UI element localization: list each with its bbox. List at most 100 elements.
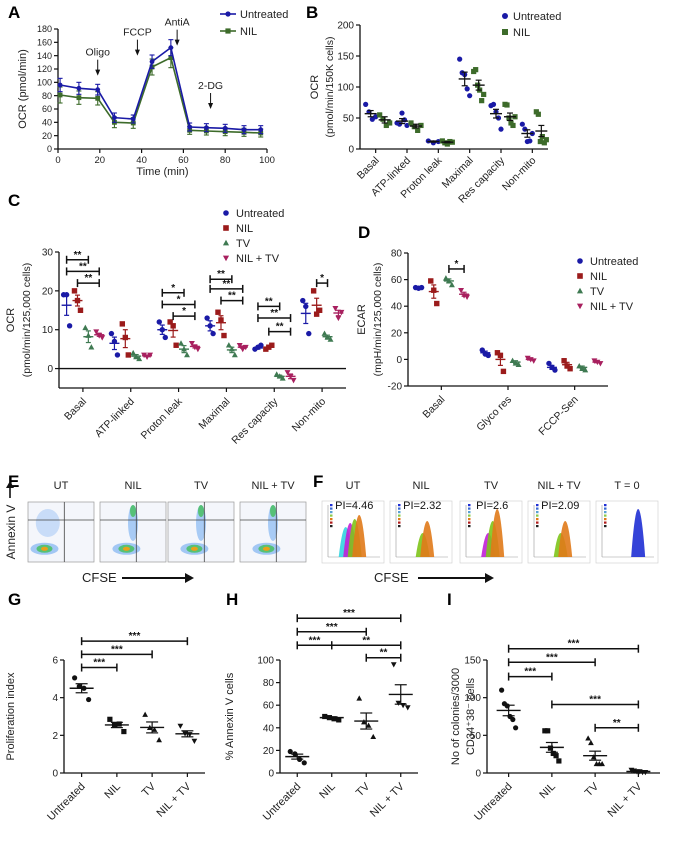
panel-b-legend-label: Untreated bbox=[513, 11, 561, 23]
histogram-legend-swatch bbox=[468, 518, 471, 521]
panel-b-data-point bbox=[510, 122, 516, 129]
panel-a-data-point bbox=[57, 82, 63, 88]
histogram-legend-swatch bbox=[604, 504, 607, 507]
panel-c-data-point bbox=[263, 346, 269, 352]
panel-letter-i: I bbox=[447, 590, 452, 609]
panel-e-plot-title: NIL bbox=[124, 480, 141, 492]
panel-i-data-point bbox=[542, 728, 548, 734]
panel-d-data-point bbox=[458, 287, 465, 294]
panel-e-x-label: CFSE bbox=[82, 570, 117, 585]
panel-c-significance-label: ** bbox=[74, 250, 82, 261]
panel-a-legend-label: NIL bbox=[240, 26, 257, 38]
panel-d-legend-label: Untreated bbox=[590, 256, 638, 268]
panel-b: B 0 50 100 150 200 OCR (pmol/min/150K cells) Bas… bbox=[306, 3, 561, 206]
panel-e-plot-title: TV bbox=[194, 480, 209, 492]
panel-d-y-tick-label: 80 bbox=[391, 249, 403, 260]
panel-c-data-point bbox=[236, 342, 243, 349]
panel-a-y-tick-label: 60 bbox=[42, 104, 52, 114]
histogram-legend-swatch bbox=[330, 504, 333, 507]
panel-a-series-line-nil bbox=[59, 56, 261, 134]
panel-letter-h: H bbox=[226, 590, 238, 609]
panel-a-y-tick-label: 120 bbox=[37, 64, 52, 74]
histogram-peak bbox=[631, 509, 646, 557]
histogram-legend-swatch bbox=[604, 525, 607, 528]
histogram-legend-swatch bbox=[468, 511, 471, 514]
panel-a-data-point bbox=[95, 95, 101, 101]
panel-d-y-label-units: (mpH/min/125,000 cells) bbox=[372, 263, 384, 377]
panel-g-category-label: NIL + TV bbox=[155, 780, 194, 819]
panel-a-annotation: AntiA bbox=[165, 17, 190, 29]
panel-c-data-point bbox=[119, 321, 126, 327]
panel-c-category-label: Maximal bbox=[196, 396, 232, 432]
histogram-legend-swatch bbox=[604, 518, 607, 521]
panel-h-y-tick-label: 0 bbox=[268, 769, 274, 780]
panel-c-data-point bbox=[125, 352, 132, 358]
histogram-legend-swatch bbox=[604, 521, 607, 524]
panel-h: H 0 20 40 60 80 100 % Annexin V cells Untreated N… bbox=[224, 590, 418, 823]
panel-i-data-point bbox=[513, 725, 519, 731]
panel-c-legend-label: NIL bbox=[236, 223, 253, 235]
panel-h-category-label: NIL + TV bbox=[368, 780, 407, 819]
panel-c-significance-label: * bbox=[182, 306, 186, 317]
panel-d-data-point bbox=[561, 358, 567, 364]
panel-a-data-point bbox=[149, 59, 155, 65]
panel-c-legend-label: NIL + TV bbox=[236, 253, 280, 265]
histogram-frame bbox=[595, 500, 659, 564]
panel-a-data-point bbox=[76, 85, 82, 91]
panel-i-significance-label: ** bbox=[613, 718, 621, 729]
panel-c-data-point bbox=[162, 334, 168, 341]
panel-b-data-point bbox=[399, 110, 405, 116]
panel-letter-e: E bbox=[8, 472, 19, 491]
panel-b-data-point bbox=[377, 112, 383, 118]
panel-c-y-label: OCR bbox=[5, 308, 17, 333]
panel-g-significance-label: *** bbox=[93, 658, 105, 669]
panel-g: G 0 2 4 6 Proliferation index Untreated NIL TVNI… bbox=[5, 590, 205, 823]
panel-a-x-tick-label: 60 bbox=[178, 155, 189, 166]
panel-h-y-tick-label: 40 bbox=[263, 723, 275, 734]
histogram-legend-swatch bbox=[468, 504, 471, 507]
panel-g-data-point bbox=[177, 723, 184, 729]
panel-g-data-point bbox=[121, 728, 127, 735]
panel-c-data-point bbox=[332, 306, 339, 312]
panel-d-data-point bbox=[515, 361, 522, 368]
panel-c-data-point bbox=[306, 330, 312, 337]
panel-d-legend-marker bbox=[577, 258, 583, 264]
panel-c-significance-label: ** bbox=[223, 279, 231, 290]
histogram-legend-swatch bbox=[536, 518, 539, 521]
panel-d: D -20 0 20 40 60 80 ECAR (mpH/min/125,000 cells)… bbox=[356, 223, 638, 438]
panel-c-significance-label: ** bbox=[228, 291, 236, 302]
panel-h-y-tick-label: 100 bbox=[257, 656, 274, 667]
panel-i-y-tick-label: 0 bbox=[475, 769, 481, 780]
panel-h-category-label: NIL bbox=[317, 781, 338, 802]
panel-h-category-label: TV bbox=[354, 780, 373, 799]
histogram-legend-swatch bbox=[330, 514, 333, 517]
histogram-peak bbox=[490, 509, 505, 557]
panel-d-y-tick-label: 0 bbox=[396, 355, 402, 366]
panel-h-data-point bbox=[287, 748, 293, 755]
panel-c-data-point bbox=[316, 307, 323, 313]
panel-c-data-point bbox=[178, 340, 184, 346]
panel-c-data-point bbox=[156, 319, 162, 325]
panel-c-data-point bbox=[215, 309, 221, 315]
panel-c-data-point bbox=[279, 375, 286, 381]
panel-b-data-point bbox=[387, 120, 393, 126]
panel-d-y-tick-label: 40 bbox=[391, 302, 403, 313]
panel-h-data-point bbox=[370, 733, 377, 740]
panel-g-significance-label: *** bbox=[111, 644, 123, 655]
histogram-legend-swatch bbox=[468, 525, 471, 528]
panel-d-legend-marker bbox=[576, 303, 584, 310]
panel-c-category-label: ATP-linked bbox=[93, 396, 137, 440]
panel-i-category-label: NIL bbox=[537, 781, 558, 802]
panel-i-significance-label: *** bbox=[546, 652, 558, 663]
panel-i-category-label: Untreated bbox=[472, 781, 515, 824]
panel-i-data-point bbox=[510, 716, 516, 723]
panel-d-data-point bbox=[546, 360, 552, 367]
histogram-peak bbox=[558, 521, 573, 557]
panel-a-data-point bbox=[57, 92, 63, 98]
panel-d-y-tick-label: 20 bbox=[391, 328, 403, 339]
panel-i-y-tick-label: 150 bbox=[464, 656, 481, 667]
panel-i-data-point bbox=[553, 753, 559, 759]
histogram-legend-swatch bbox=[330, 525, 333, 528]
panel-g-data-point bbox=[151, 726, 158, 732]
